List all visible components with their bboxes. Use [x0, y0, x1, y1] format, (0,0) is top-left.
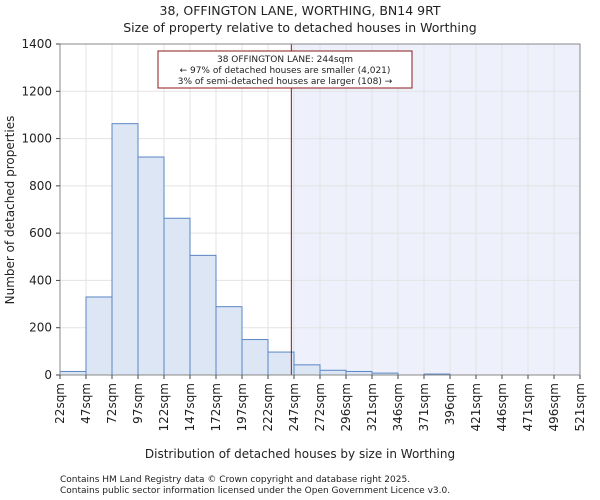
x-tick-label: 272sqm [313, 383, 327, 431]
y-tick-label: 400 [29, 273, 52, 287]
annotation-frame [157, 50, 413, 89]
x-tick-label: 446sqm [495, 383, 509, 431]
histogram-bar [163, 217, 191, 376]
x-tick-label: 296sqm [339, 383, 353, 431]
histogram-bar [85, 296, 113, 376]
x-tick-label: 421sqm [469, 383, 483, 431]
histogram-bar [111, 123, 139, 376]
y-axis-label: Number of detached properties [3, 116, 17, 305]
histogram-bar [319, 369, 347, 376]
x-tick-label: 371sqm [417, 383, 431, 431]
y-tick-label: 0 [44, 368, 52, 382]
x-tick-label: 72sqm [105, 383, 119, 424]
annotation-line-2: ← 97% of detached houses are smaller (4,… [180, 66, 391, 76]
x-tick-label: 321sqm [365, 383, 379, 431]
x-tick-label: 496sqm [547, 383, 561, 431]
histogram-bar [267, 351, 295, 376]
histogram-bar [137, 156, 165, 376]
x-tick-label: 22sqm [53, 383, 67, 424]
x-tick-label: 247sqm [287, 383, 301, 431]
x-axis-label: Distribution of detached houses by size … [145, 447, 455, 461]
annotation-line-3: 3% of semi-detached houses are larger (1… [178, 77, 393, 87]
y-tick-label: 200 [29, 321, 52, 335]
chart-title: 38, OFFINGTON LANE, WORTHING, BN14 9RT [160, 3, 441, 18]
y-tick-label: 1000 [21, 132, 52, 146]
x-tick-label: 97sqm [131, 383, 145, 424]
x-tick-label: 172sqm [209, 383, 223, 431]
x-tick-label: 396qm [443, 383, 457, 425]
x-tick-label: 521sqm [573, 383, 587, 431]
histogram-bar [59, 370, 87, 376]
x-tick-label: 122sqm [157, 383, 171, 431]
y-tick-label: 1400 [21, 37, 52, 51]
annotation-line-1: 38 OFFINGTON LANE: 244sqm [217, 55, 353, 65]
histogram-bar [189, 254, 217, 376]
annotation-box: 38 OFFINGTON LANE: 244sqm ← 97% of detac… [157, 50, 413, 89]
chart-subtitle: Size of property relative to detached ho… [123, 20, 476, 35]
x-tick-label: 471sqm [521, 383, 535, 431]
x-tick-label: 222sqm [261, 383, 275, 431]
footer-line-2: Contains public sector information licen… [60, 486, 450, 496]
x-tick-label: 346sqm [391, 383, 405, 431]
histogram-bar [241, 339, 269, 376]
y-tick-label: 800 [29, 179, 52, 193]
histogram-bar [345, 370, 373, 376]
footer-line-1: Contains HM Land Registry data © Crown c… [60, 475, 410, 485]
x-tick-label: 147sqm [183, 383, 197, 431]
histogram-bar [293, 364, 321, 376]
histogram-bar [215, 306, 243, 376]
y-tick-label: 600 [29, 226, 52, 240]
y-tick-label: 1200 [21, 84, 52, 98]
x-tick-label: 197sqm [235, 383, 249, 431]
x-tick-label: 47sqm [79, 383, 93, 424]
larger-region-shade [291, 44, 580, 375]
